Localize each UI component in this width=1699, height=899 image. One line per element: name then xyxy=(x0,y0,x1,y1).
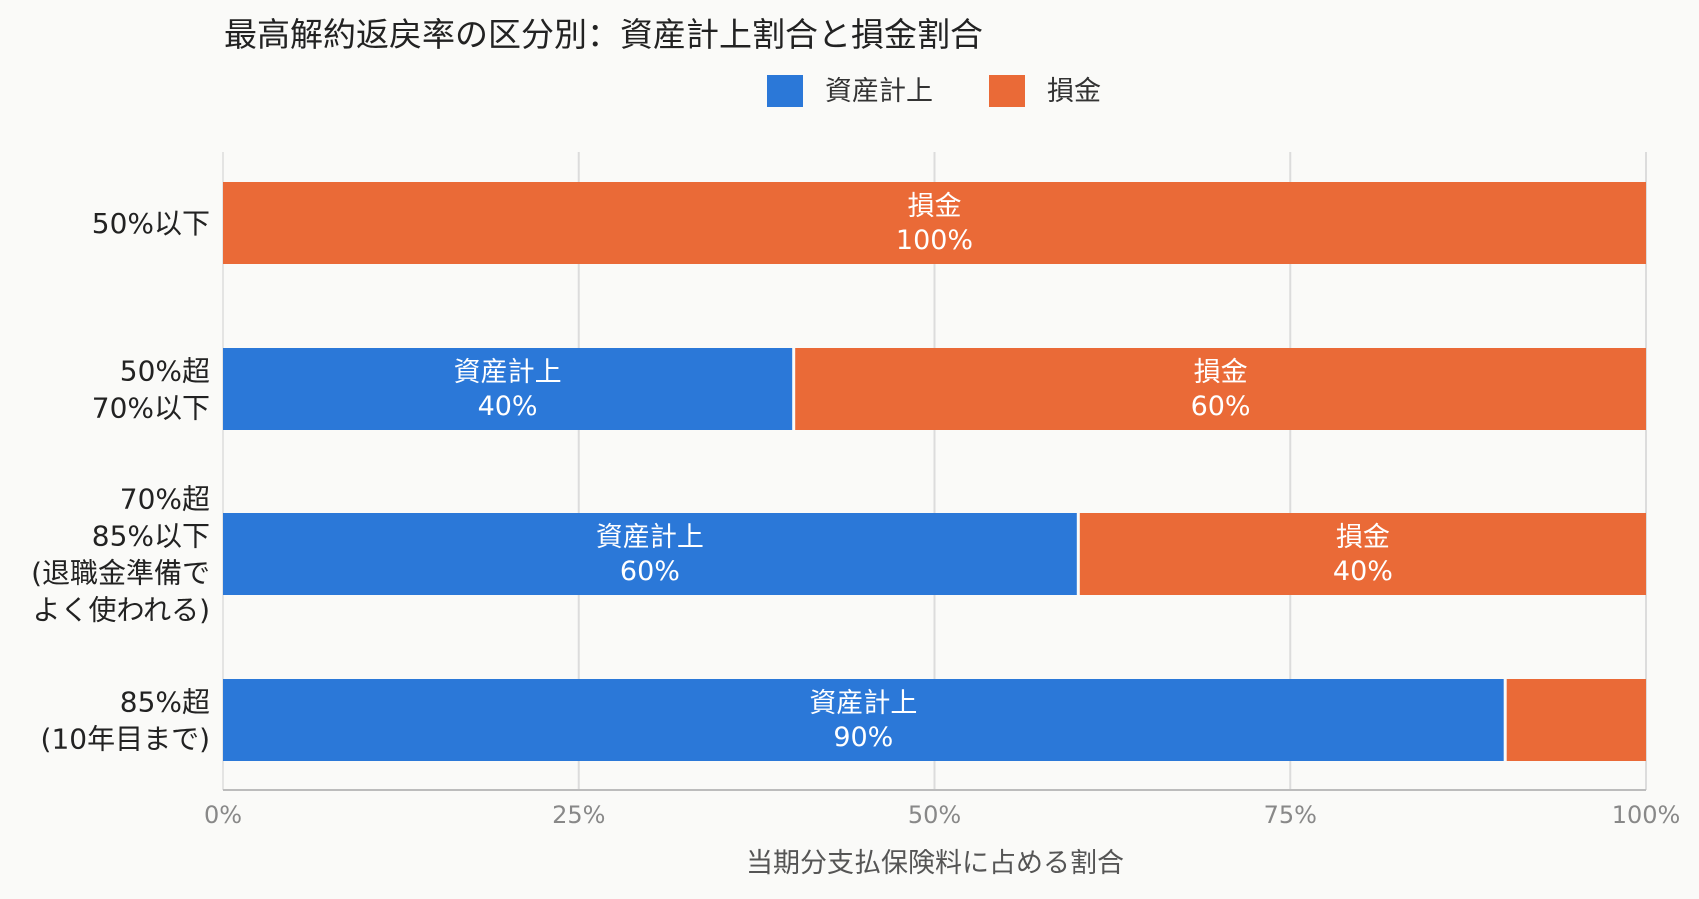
bar-segment xyxy=(1079,513,1646,595)
y-category-label: 85%超(10年目まで) xyxy=(41,686,210,756)
legend-label: 資産計上 xyxy=(825,76,933,107)
bar-segment xyxy=(1506,679,1646,761)
bars xyxy=(223,182,1646,761)
bar-data-label: 資産計上 60% xyxy=(596,522,704,587)
bar-data-label: 資産計上 90% xyxy=(809,688,917,753)
y-category-label: 70%超 85%以下(退職金準備でよく使われる) xyxy=(31,483,210,627)
x-tick-label: 25% xyxy=(552,801,605,829)
x-tick-label: 0% xyxy=(204,801,242,829)
bar-segment xyxy=(223,348,793,430)
legend: 資産計上 損金 xyxy=(767,75,1101,107)
legend-label: 損金 xyxy=(1047,76,1101,107)
bar-segment xyxy=(223,182,1646,264)
y-category-label: 50%超 70%以下 xyxy=(92,355,210,425)
bar-segment xyxy=(223,679,1504,761)
chart-title: 最高解約返戻率の区分別：資産計上割合と損金割合 xyxy=(224,15,983,54)
legend-swatch xyxy=(989,75,1025,107)
y-category-label: 50%以下 xyxy=(92,207,210,240)
bar-segment xyxy=(223,513,1077,595)
bar-data-label: 資産計上 40% xyxy=(454,357,562,422)
bar-segment xyxy=(795,348,1646,430)
y-axis-labels: 50%以下 50%超 70%以下 70%超 85%以下(退職金準備でよく使われる) 85%… xyxy=(31,207,210,756)
bar-data-label: 損金 40% xyxy=(1333,522,1393,587)
legend-swatch xyxy=(767,75,803,107)
x-axis-label: 当期分支払保険料に占める割合 xyxy=(746,848,1124,879)
x-tick-label: 100% xyxy=(1612,801,1681,829)
bar-labels: 損金 100% 資産計上 40% 損金 60% 資産計上 60% 損金 40% 資産計上 90% xyxy=(454,191,1393,753)
bar-data-label: 損金 100% xyxy=(896,191,973,256)
x-axis-ticks: 0% 25% 50% 75% 100% xyxy=(204,801,1680,829)
bar-data-label: 損金 60% xyxy=(1191,357,1251,422)
x-tick-label: 50% xyxy=(908,801,961,829)
x-tick-label: 75% xyxy=(1264,801,1317,829)
